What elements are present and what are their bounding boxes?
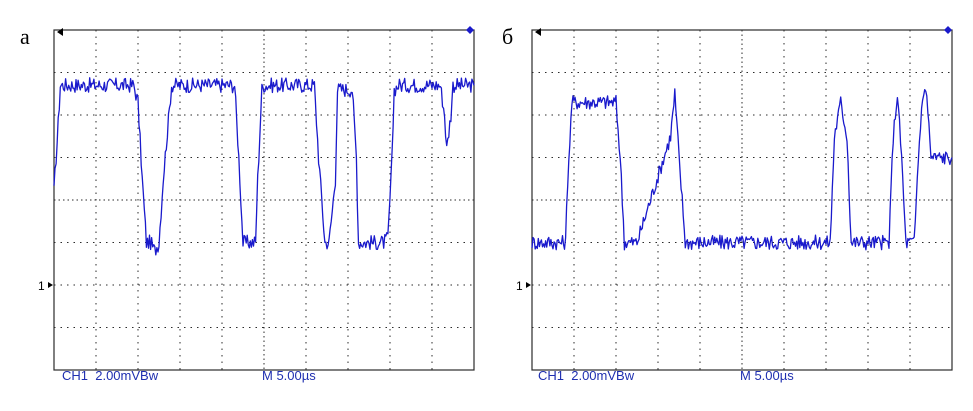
panel-label: б (502, 24, 514, 49)
oscilloscope-screen: 1 (38, 20, 475, 380)
channel-readout: CH1 2.00mVBw (62, 368, 159, 383)
oscilloscope-plot: 1 (516, 26, 953, 371)
oscilloscope-screen: 1 (516, 20, 953, 380)
trigger-level-marker (944, 26, 952, 34)
ground-marker: 1 (516, 279, 523, 293)
ground-arrow-icon (526, 282, 531, 288)
ground-arrow-icon (48, 282, 53, 288)
channel-readout: CH1 2.00mVBw (538, 368, 635, 383)
trigger-position-marker (57, 28, 63, 36)
timebase-readout: M 5.00µs (740, 368, 794, 383)
trigger-level-marker (466, 26, 474, 34)
panel-label: а (20, 24, 30, 49)
timebase-readout: M 5.00µs (262, 368, 316, 383)
trigger-position-marker (535, 28, 541, 36)
oscilloscope-plot: 1 (38, 26, 475, 371)
ground-marker: 1 (38, 279, 45, 293)
signal-trace (531, 88, 953, 251)
signal-trace (53, 77, 475, 256)
